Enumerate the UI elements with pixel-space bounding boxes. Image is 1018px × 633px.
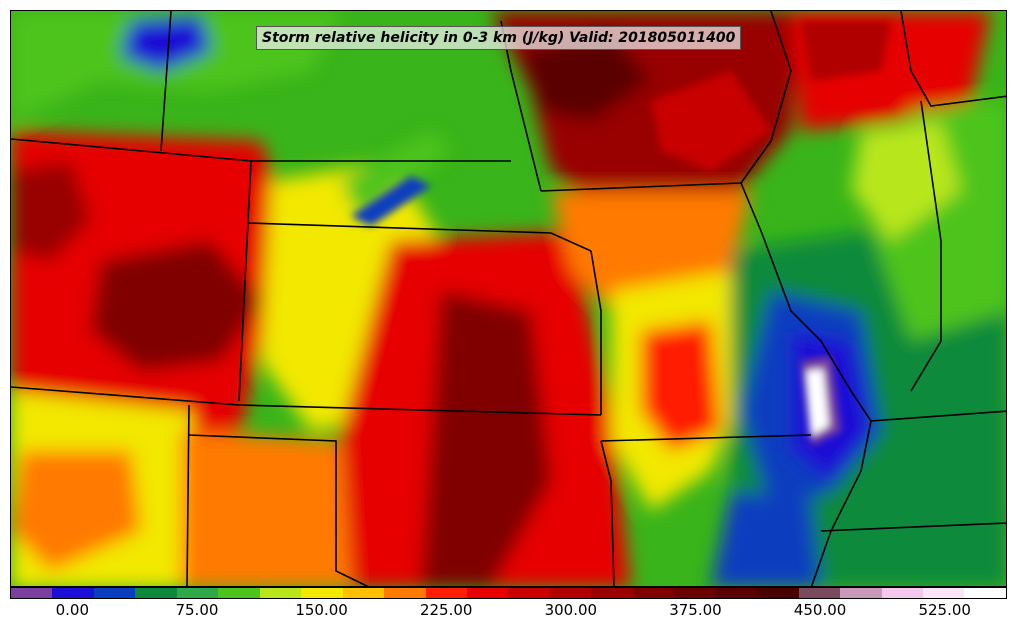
colorbar-swatch	[674, 588, 716, 598]
north-blue-patch	[121, 16, 211, 71]
border-great-lakes	[900, 11, 1006, 107]
border-tennessee	[820, 522, 1006, 532]
map-panel: Storm relative helicity in 0-3 km (J/kg)…	[10, 10, 1007, 587]
map-title: Storm relative helicity in 0-3 km (J/kg)…	[256, 26, 742, 50]
colorbar-swatch	[798, 588, 841, 598]
plains-dark-red-core	[421, 291, 551, 586]
border-north-dakota	[160, 11, 172, 152]
colorbar-tick-labels: 0.00 75.00 150.00 225.00 300.00 375.00 450.00 5…	[10, 601, 1007, 625]
colorbar-tick: 75.00	[175, 601, 219, 619]
colorbar-swatch	[549, 588, 592, 598]
colorbar-swatch	[93, 588, 136, 598]
colorbar-swatch	[301, 588, 343, 598]
border-nebraska-kansas	[246, 222, 592, 252]
border-illinois-indiana	[910, 100, 942, 392]
colorbar-swatch	[52, 588, 94, 598]
colorbar-swatch	[840, 588, 882, 598]
border-iowa	[540, 182, 742, 192]
missouri-red-patch	[641, 321, 721, 451]
helicity-map	[11, 11, 1006, 586]
colorbar-tick: 450.00	[793, 601, 847, 619]
border-mississippi-river	[740, 182, 872, 586]
colorbar-tick: 150.00	[295, 601, 348, 619]
colorbar-swatch	[135, 588, 177, 598]
colorbar-swatch	[591, 588, 633, 598]
border-wyoming-east	[238, 160, 252, 402]
north-core-darkest	[521, 31, 651, 121]
border-wisconsin-illinois	[740, 11, 792, 184]
colorbar-tick: 300.00	[544, 601, 598, 619]
colorbar-tick: 225.00	[419, 601, 473, 619]
colorbar-swatch	[922, 588, 965, 598]
colorbar-swatch	[964, 588, 1006, 598]
helicity-detail	[351, 21, 891, 446]
colorbar-swatch	[508, 588, 550, 598]
colorbar-swatch	[342, 588, 385, 598]
colorbar-swatch	[466, 588, 509, 598]
nebraska-blue-streak	[351, 176, 431, 226]
colorbar-swatch	[632, 588, 675, 598]
state-borders	[11, 11, 1006, 586]
southwest-orange-patch	[11, 451, 141, 571]
south-blue-region	[711, 491, 821, 586]
helicity-field	[11, 11, 1006, 586]
east-yellow-strip	[851, 121, 961, 241]
west-dark-red-core	[91, 241, 261, 371]
central-green-streak	[341, 131, 451, 221]
border-oklahoma-panhandle	[186, 404, 190, 586]
northeast-dark-core	[801, 21, 891, 81]
illinois-white-core	[806, 369, 829, 436]
border-texas-oklahoma	[188, 434, 369, 586]
texas-panhandle-orange	[181, 431, 351, 586]
colorbar-swatch	[757, 588, 799, 598]
colorbar-tick: 375.00	[669, 601, 722, 619]
colorbar-tick: 0.00	[55, 601, 90, 619]
colorbar-swatch	[11, 588, 53, 598]
upper-midwest-red-core	[651, 71, 771, 171]
colorbar-swatch	[218, 588, 260, 598]
border-kansas-oklahoma	[11, 386, 602, 416]
border-indiana-kentucky	[870, 410, 1006, 422]
colorbar-swatch	[176, 588, 219, 598]
colorbar-swatch	[384, 588, 426, 598]
west-darkred-edge	[11, 161, 91, 261]
colorbar	[10, 587, 1007, 599]
colorbar-swatch	[881, 588, 923, 598]
colorbar-swatch	[715, 588, 758, 598]
border-kansas-missouri	[590, 250, 602, 415]
colorbar-swatch	[259, 588, 302, 598]
border-oklahoma-arkansas	[600, 440, 615, 586]
colorbar-tick: 525.00	[918, 601, 971, 619]
colorbar-swatch	[425, 588, 467, 598]
border-missouri-arkansas	[600, 434, 812, 442]
